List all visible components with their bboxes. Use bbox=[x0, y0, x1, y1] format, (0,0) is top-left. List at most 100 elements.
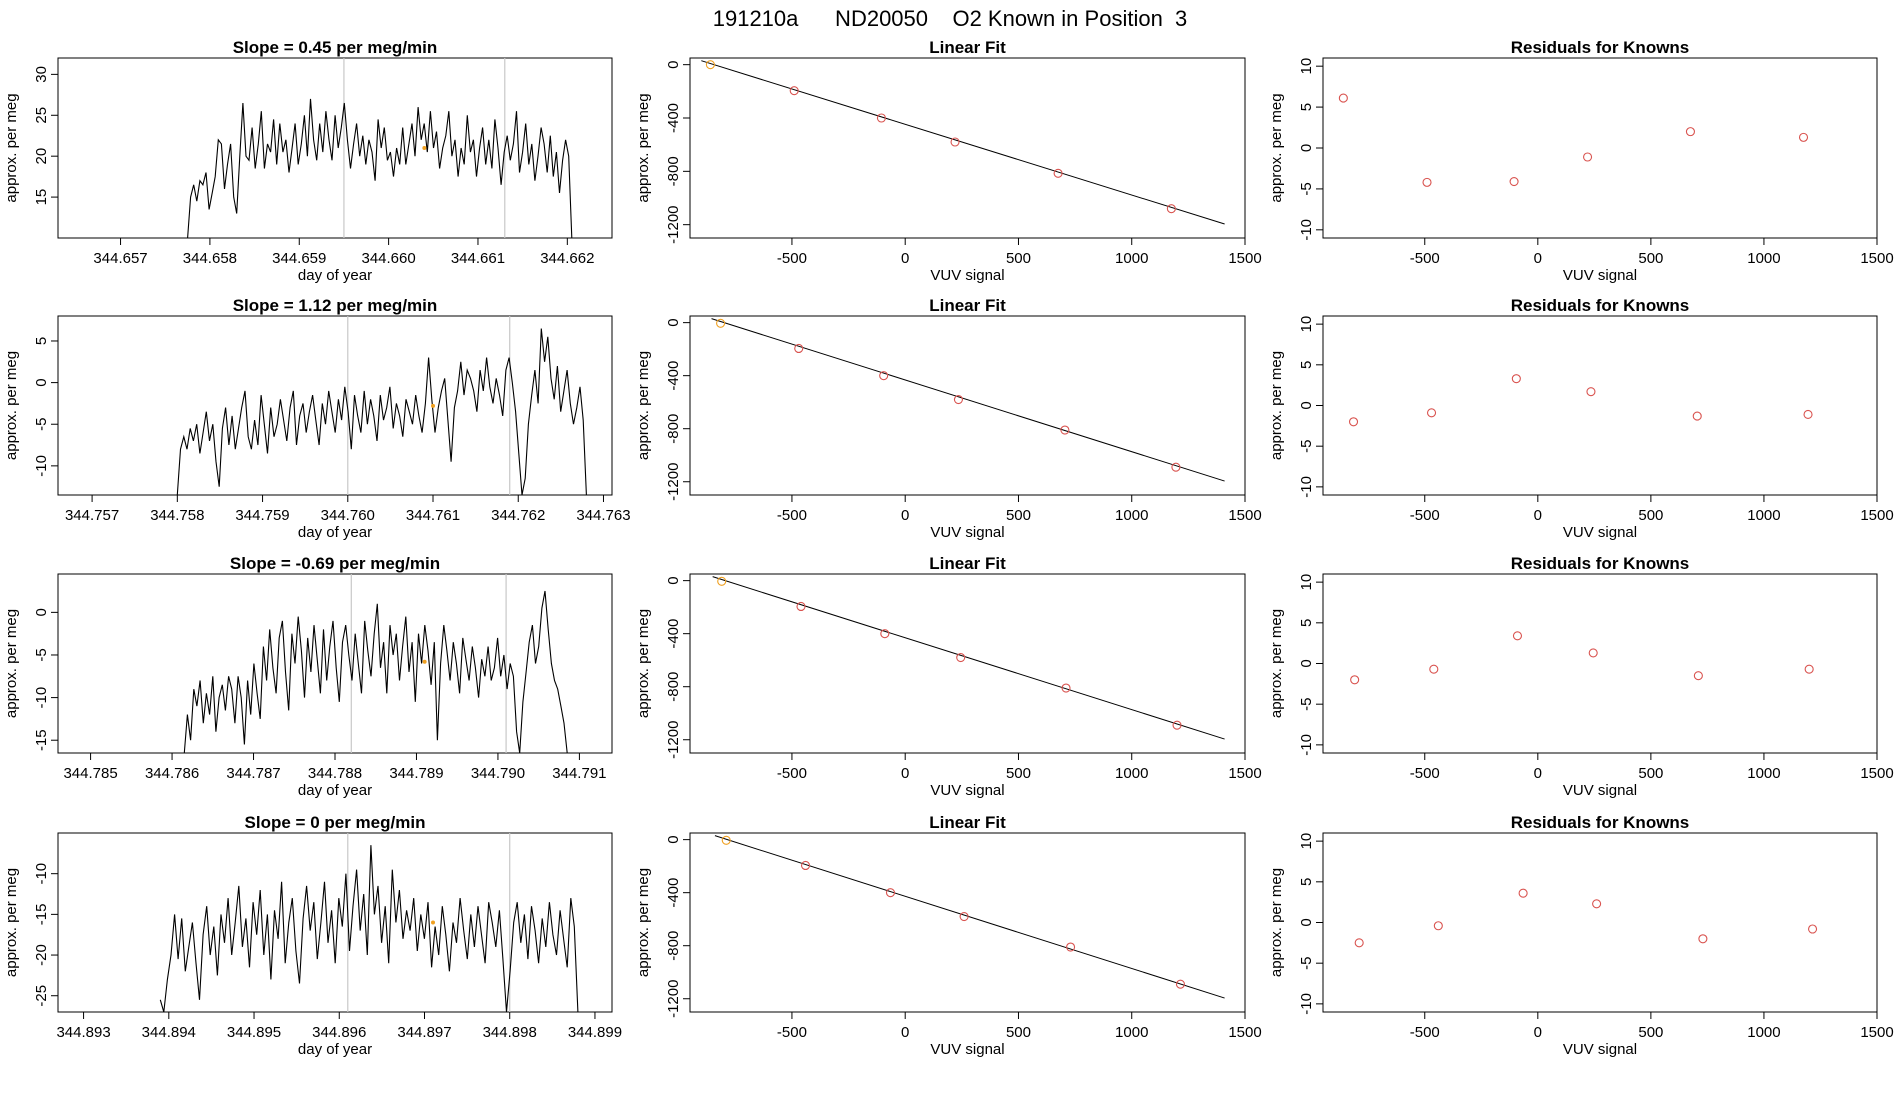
y-tick-label: -5 bbox=[1298, 957, 1315, 970]
x-tick-label: 344.660 bbox=[361, 250, 415, 267]
x-axis-label: day of year bbox=[298, 524, 372, 541]
data-point bbox=[1433, 921, 1443, 931]
x-tick-label: 344.893 bbox=[56, 1024, 110, 1041]
x-tick-label: 0 bbox=[1534, 1024, 1542, 1041]
x-axis-label: VUV signal bbox=[1563, 267, 1637, 284]
y-tick-label: -800 bbox=[665, 414, 682, 444]
panel-3-2: Linear Fit -500 0 500 1000 1500 -1200 -800 -400 0… bbox=[635, 554, 1262, 799]
x-tick-label: 1500 bbox=[1228, 765, 1261, 782]
x-tick-label: 344.785 bbox=[63, 765, 117, 782]
y-tick-label: 0 bbox=[1298, 401, 1315, 409]
x-axis-label: day of year bbox=[298, 267, 372, 284]
y-axis-label: approx. per meg bbox=[1268, 609, 1285, 718]
x-axis-label: VUV signal bbox=[930, 1041, 1004, 1058]
y-tick-label: -400 bbox=[665, 878, 682, 908]
y-tick-label: -800 bbox=[665, 672, 682, 702]
x-tick-label: 344.662 bbox=[540, 250, 594, 267]
data-point bbox=[1698, 934, 1708, 944]
y-tick-label: 0 bbox=[665, 60, 682, 68]
x-tick-label: 344.786 bbox=[145, 765, 199, 782]
x-tick-label: 344.899 bbox=[568, 1024, 622, 1041]
panel-1-1: Slope = 0.45 per meg/min 344.657 344.658 34… bbox=[3, 38, 613, 284]
highlight-point bbox=[422, 146, 427, 150]
y-tick-label: 30 bbox=[33, 66, 50, 83]
data-point bbox=[1808, 924, 1818, 934]
x-tick-label: 344.897 bbox=[397, 1024, 451, 1041]
y-tick-label: 10 bbox=[1298, 58, 1315, 75]
panel-1-3: Residuals for Knowns -500 0 500 1000 1500 -10 -… bbox=[1268, 38, 1894, 284]
signal-trace bbox=[183, 590, 568, 753]
x-tick-label: 344.658 bbox=[183, 250, 237, 267]
data-point bbox=[716, 318, 726, 328]
data-point bbox=[1350, 675, 1360, 685]
panel-3-3: Residuals for Knowns -500 0 500 1000 1500 -10 -… bbox=[1268, 554, 1894, 799]
y-tick-label: -400 bbox=[665, 103, 682, 133]
data-point bbox=[1512, 631, 1523, 641]
x-tick-label: 344.788 bbox=[308, 765, 362, 782]
x-tick-label: 1500 bbox=[1228, 507, 1261, 524]
x-axis-label: day of year bbox=[298, 782, 372, 799]
x-tick-label: 344.657 bbox=[93, 250, 147, 267]
y-tick-label: 15 bbox=[33, 189, 50, 206]
y-axis-label: approx. per meg bbox=[1268, 351, 1285, 460]
x-tick-label: 500 bbox=[1638, 1024, 1663, 1041]
plot-frame bbox=[57, 57, 613, 239]
x-tick-label: 344.791 bbox=[552, 765, 606, 782]
y-tick-label: -10 bbox=[33, 687, 50, 709]
plot-frame bbox=[57, 315, 613, 496]
data-point bbox=[880, 629, 890, 639]
data-point bbox=[1804, 664, 1814, 674]
data-point bbox=[1166, 204, 1176, 214]
x-tick-label: 500 bbox=[1638, 765, 1663, 782]
y-axis-label: approx. per meg bbox=[3, 609, 20, 718]
highlight-point bbox=[431, 403, 436, 408]
plot-frame bbox=[689, 57, 1246, 239]
page-title: 191210a ND20050 O2 Known in Position 3 bbox=[713, 6, 1188, 31]
panel-title: Linear Fit bbox=[929, 554, 1006, 573]
x-tick-label: 344.896 bbox=[312, 1024, 366, 1041]
data-point bbox=[1348, 417, 1359, 427]
panel-title: Residuals for Knowns bbox=[1511, 554, 1690, 573]
plot-area bbox=[1350, 631, 1814, 685]
panel-title: Slope = -0.69 per meg/min bbox=[230, 554, 440, 573]
y-axis-label: approx. per meg bbox=[635, 609, 652, 718]
plot-area bbox=[714, 835, 1225, 999]
highlight-point bbox=[431, 920, 436, 925]
y-tick-label: -1200 bbox=[665, 721, 682, 759]
y-tick-label: 5 bbox=[1298, 103, 1315, 111]
x-tick-label: 0 bbox=[1534, 507, 1542, 524]
x-axis-label: VUV signal bbox=[1563, 524, 1637, 541]
y-tick-label: 20 bbox=[33, 148, 50, 165]
panel-title: Slope = 1.12 per meg/min bbox=[233, 296, 438, 315]
signal-trace bbox=[159, 845, 579, 1012]
x-tick-label: -500 bbox=[777, 250, 807, 267]
data-point bbox=[1175, 979, 1185, 989]
panel-4-2: Linear Fit -500 0 500 1000 1500 -1200 -800 -400 0… bbox=[635, 813, 1262, 1058]
data-point bbox=[950, 137, 960, 147]
x-tick-label: -500 bbox=[777, 1024, 807, 1041]
y-axis-label: approx. per meg bbox=[3, 93, 20, 202]
data-point bbox=[1798, 132, 1809, 142]
data-point bbox=[1511, 374, 1521, 384]
x-tick-label: 344.787 bbox=[226, 765, 280, 782]
x-tick-label: 1000 bbox=[1747, 250, 1780, 267]
data-point bbox=[789, 86, 799, 96]
plot-frame bbox=[1322, 57, 1878, 239]
data-point bbox=[1509, 176, 1519, 187]
x-axis-label: day of year bbox=[298, 1041, 372, 1058]
y-tick-label: 0 bbox=[1298, 144, 1315, 152]
panel-title: Residuals for Knowns bbox=[1511, 296, 1690, 315]
panel-title: Linear Fit bbox=[929, 38, 1006, 57]
plot-frame bbox=[689, 573, 1246, 754]
y-tick-label: -25 bbox=[33, 985, 50, 1007]
y-tick-label: -400 bbox=[665, 361, 682, 391]
x-tick-label: 1000 bbox=[1115, 507, 1148, 524]
x-tick-label: 500 bbox=[1638, 507, 1663, 524]
y-tick-label: 5 bbox=[33, 337, 50, 345]
plot-frame bbox=[1322, 832, 1878, 1013]
data-point bbox=[721, 835, 731, 845]
data-point bbox=[1171, 462, 1181, 472]
data-point bbox=[1338, 93, 1348, 103]
panel-title: Residuals for Knowns bbox=[1511, 813, 1690, 832]
